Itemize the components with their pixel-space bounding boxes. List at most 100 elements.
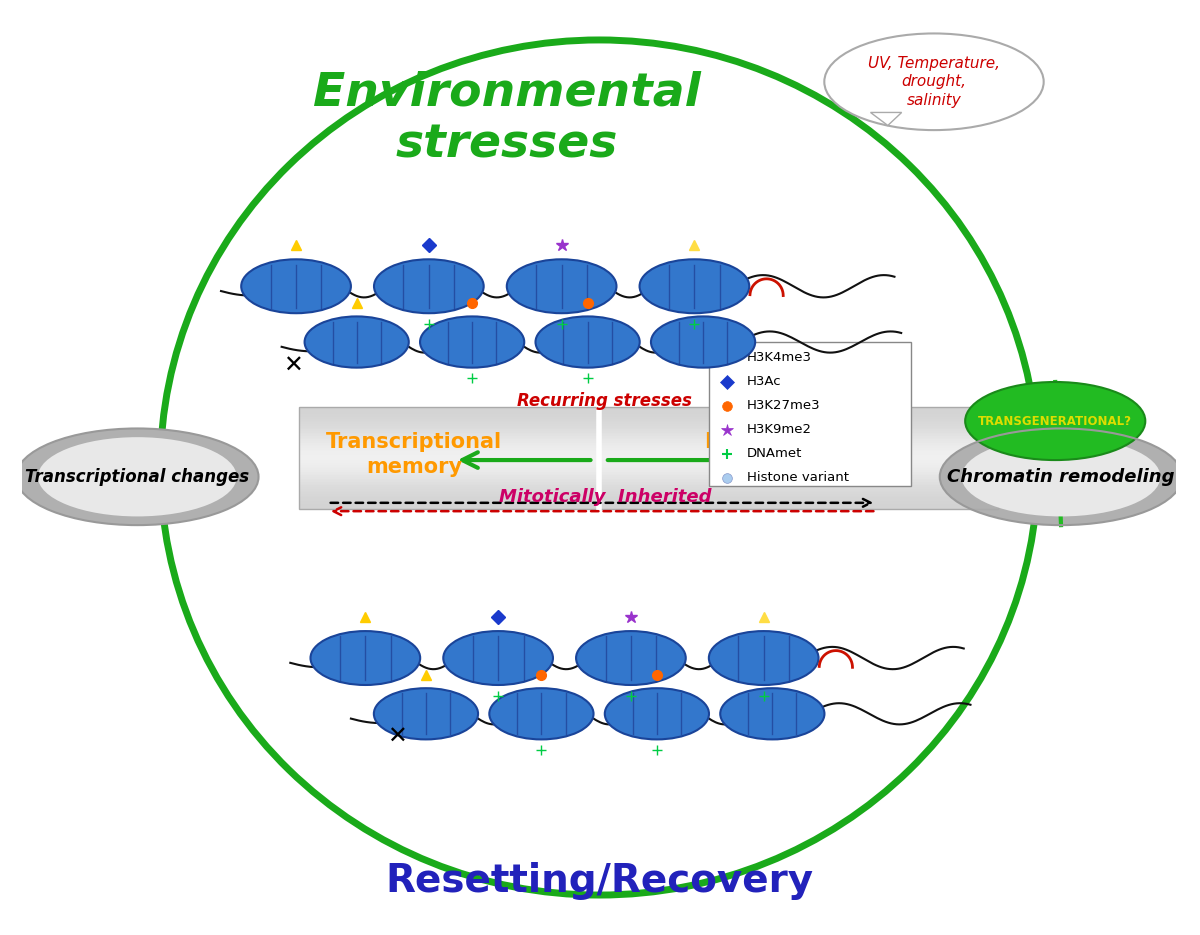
Bar <box>299 439 997 441</box>
Text: TRANSGENERATIONAL?: TRANSGENERATIONAL? <box>978 414 1133 427</box>
Bar <box>299 425 997 427</box>
Bar <box>299 493 997 494</box>
Bar <box>299 499 997 501</box>
Bar <box>299 458 997 460</box>
Bar <box>299 472 997 473</box>
Bar <box>299 446 997 448</box>
Bar <box>299 409 997 410</box>
Bar <box>299 483 997 485</box>
Ellipse shape <box>443 631 553 685</box>
Bar <box>299 462 997 464</box>
Polygon shape <box>870 112 901 125</box>
Bar <box>299 481 997 482</box>
Bar <box>299 433 997 435</box>
Bar <box>299 482 997 483</box>
Ellipse shape <box>374 688 478 740</box>
Ellipse shape <box>605 688 709 740</box>
Bar <box>299 414 997 415</box>
Text: H3K9me2: H3K9me2 <box>746 424 812 436</box>
Bar <box>299 506 997 508</box>
Bar <box>299 410 997 412</box>
Bar <box>299 465 997 467</box>
Bar <box>299 496 997 497</box>
Bar <box>299 407 997 510</box>
Text: H3K27me3: H3K27me3 <box>746 399 821 412</box>
Text: H3K4me3: H3K4me3 <box>746 352 812 364</box>
Bar <box>299 452 997 453</box>
Bar <box>299 441 997 443</box>
Bar <box>299 454 997 456</box>
Text: Transcriptional
memory: Transcriptional memory <box>326 432 503 477</box>
Bar <box>299 494 997 496</box>
Bar <box>299 423 997 424</box>
Ellipse shape <box>38 438 236 516</box>
Bar <box>299 407 997 409</box>
Bar <box>299 504 997 506</box>
Ellipse shape <box>576 631 685 685</box>
Bar <box>299 464 997 465</box>
Ellipse shape <box>241 259 350 313</box>
Bar <box>299 456 997 458</box>
Ellipse shape <box>961 438 1160 516</box>
Text: Transcriptional changes: Transcriptional changes <box>25 468 250 486</box>
Ellipse shape <box>374 259 484 313</box>
Bar <box>299 502 997 504</box>
Bar <box>299 501 997 502</box>
Text: Histone variant: Histone variant <box>746 471 848 484</box>
Bar <box>299 431 997 433</box>
Text: Epigenetic
memory: Epigenetic memory <box>704 432 829 477</box>
Bar <box>299 415 997 417</box>
Bar <box>299 485 997 487</box>
Bar <box>299 468 997 470</box>
Ellipse shape <box>720 688 824 740</box>
Bar <box>299 491 997 493</box>
Ellipse shape <box>940 428 1182 525</box>
Ellipse shape <box>640 259 749 313</box>
Bar <box>299 467 997 468</box>
Text: ✕: ✕ <box>388 725 407 749</box>
Bar <box>299 450 997 452</box>
Bar <box>299 448 997 450</box>
Text: UV, Temperature,
drought,
salinity: UV, Temperature, drought, salinity <box>868 56 1000 108</box>
Bar <box>299 427 997 429</box>
Ellipse shape <box>311 631 420 685</box>
Ellipse shape <box>824 34 1044 130</box>
Ellipse shape <box>506 259 617 313</box>
Bar <box>299 497 997 499</box>
Bar <box>299 443 997 444</box>
Bar <box>299 421 997 423</box>
Bar <box>299 487 997 489</box>
Text: DNAmet: DNAmet <box>746 447 803 460</box>
Bar <box>299 444 997 446</box>
Bar <box>299 475 997 477</box>
Bar <box>299 477 997 479</box>
Bar <box>299 508 997 510</box>
Bar <box>299 473 997 475</box>
Ellipse shape <box>490 688 594 740</box>
Ellipse shape <box>965 382 1145 460</box>
Text: ✕: ✕ <box>283 353 304 377</box>
Ellipse shape <box>16 428 258 525</box>
Text: Mitotically  Inherited: Mitotically Inherited <box>499 488 712 506</box>
Bar <box>299 417 997 419</box>
Bar <box>299 438 997 439</box>
Bar <box>299 460 997 462</box>
Text: Chromatin remodeling: Chromatin remodeling <box>947 468 1175 486</box>
Bar <box>299 412 997 414</box>
Bar <box>299 453 997 454</box>
Bar <box>299 470 997 472</box>
Ellipse shape <box>650 316 755 367</box>
Bar <box>299 429 997 431</box>
Ellipse shape <box>305 316 409 367</box>
Bar <box>299 435 997 436</box>
Text: H3Ac: H3Ac <box>746 375 781 388</box>
Bar <box>299 489 997 491</box>
Ellipse shape <box>709 631 818 685</box>
Bar <box>299 424 997 425</box>
Text: Environmental
stresses: Environmental stresses <box>313 70 701 167</box>
Bar <box>709 342 911 486</box>
Ellipse shape <box>420 316 524 367</box>
Bar <box>299 419 997 421</box>
Ellipse shape <box>535 316 640 367</box>
Bar <box>299 479 997 481</box>
